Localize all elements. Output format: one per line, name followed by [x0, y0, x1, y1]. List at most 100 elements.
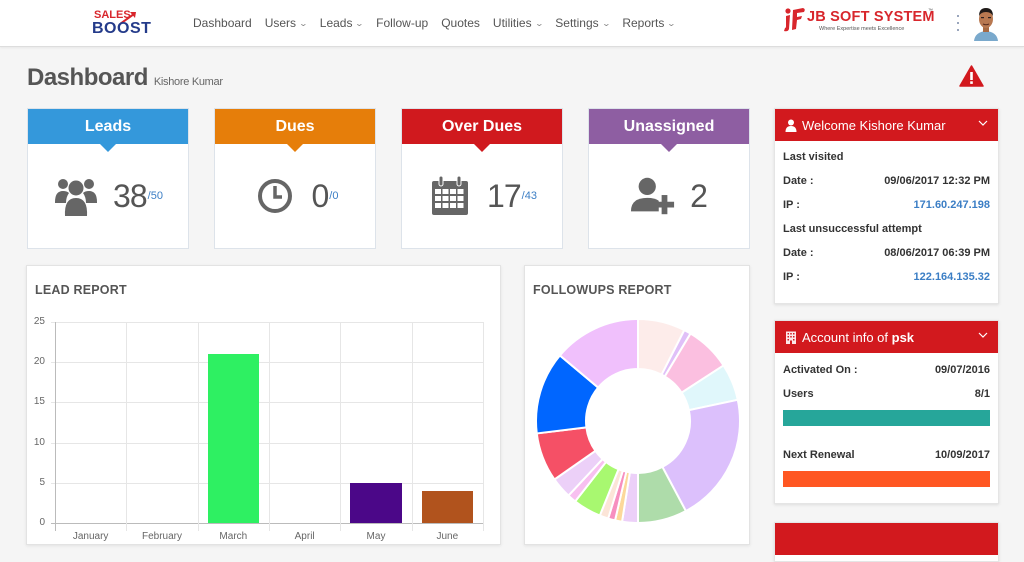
lead-report-bar-chart: 0 5 10 15 20 25 January February March April May Ju… — [27, 266, 502, 546]
x-axis-tick: January — [72, 531, 109, 542]
chevron-down-icon: ⌄ — [601, 18, 611, 28]
last-visited-date-label: Date : — [783, 175, 814, 187]
stat-card-over-dues[interactable]: Over Dues 17/43 — [401, 108, 563, 249]
logo-text-top: SALES — [94, 9, 131, 21]
stat-card-header: Dues — [215, 109, 375, 152]
welcome-panel: Welcome Kishore Kumar Last visited Date … — [774, 108, 999, 304]
logo-arrow-icon — [120, 12, 136, 25]
page-title: Dashboard Kishore Kumar — [27, 64, 223, 92]
y-axis-tick: 15 — [33, 396, 45, 408]
unsuccessful-date: 08/06/2017 06:39 PM — [884, 247, 990, 259]
stat-total: /0 — [329, 190, 339, 202]
stat-card-dues[interactable]: Dues 0/0 — [214, 108, 376, 249]
followups-report-title: FOLLOWUPS REPORT — [533, 283, 672, 297]
brand-tagline: Where Expertise meets Excellence — [819, 26, 905, 32]
gridline — [51, 322, 483, 323]
donut-slice[interactable] — [558, 317, 639, 389]
account-panel-title: Account info of — [802, 329, 892, 345]
next-renewal-label: Next Renewal — [783, 449, 855, 461]
page-subtitle: Kishore Kumar — [153, 76, 223, 88]
user-avatar[interactable] — [972, 5, 1000, 41]
nav-item-users[interactable]: Users ⌄ — [265, 16, 309, 30]
gridline — [269, 322, 270, 531]
gridline — [411, 322, 413, 531]
stat-value: 0 — [311, 177, 330, 214]
stat-total: /50 — [147, 190, 163, 202]
chevron-down-icon: ⌄ — [298, 18, 309, 28]
stat-card-unassigned[interactable]: Unassigned 2 — [588, 108, 750, 249]
stat-card-header: Over Dues — [402, 109, 562, 152]
y-axis-tick: 0 — [39, 517, 45, 528]
y-axis-tick: 10 — [33, 436, 45, 448]
jb-soft-system-logo: JB SOFT SYSTEM ™ Where Expertise meets E… — [783, 7, 934, 37]
gridline — [55, 322, 56, 531]
building-icon — [786, 331, 796, 344]
user-add-icon — [630, 175, 676, 217]
x-axis-tick: March — [219, 531, 248, 542]
y-axis-tick: 25 — [33, 316, 45, 327]
nav-item-label: Reports — [622, 16, 665, 30]
last-visited-date: 09/06/2017 12:32 PM — [884, 175, 990, 187]
next-renewal-value: 10/09/2017 — [934, 449, 990, 461]
salesboost-logo[interactable]: SALES BOOST — [92, 9, 154, 39]
stat-card-title: Dues — [275, 117, 315, 135]
nav-item-label: Quotes — [441, 16, 480, 30]
unsuccessful-date-label: Date : — [783, 247, 814, 259]
unsuccessful-attempt-label: Last unsuccessful attempt — [783, 223, 922, 235]
bar-may[interactable] — [350, 482, 402, 523]
users-group-icon — [53, 175, 99, 217]
gridline — [197, 322, 199, 531]
last-visited-ip[interactable]: 171.60.247.198 — [913, 199, 990, 211]
account-name: psk — [891, 329, 915, 345]
nav-item-dashboard[interactable]: Dashboard — [193, 16, 252, 30]
gridline — [51, 362, 483, 364]
unsuccessful-ip-label: IP : — [783, 271, 800, 283]
warning-triangle-icon[interactable] — [959, 65, 984, 87]
chevron-down-icon[interactable] — [978, 330, 988, 340]
stat-value: 2 — [690, 177, 708, 214]
logo-text-bottom: BOOST — [92, 20, 152, 37]
account-info-panel: Account info of psk Activated On : 09/07/… — [774, 320, 999, 504]
chevron-down-icon[interactable] — [978, 118, 988, 128]
followups-report-panel: FOLLOWUPS REPORT — [524, 265, 750, 545]
activated-on-label: Activated On : — [783, 364, 858, 376]
stat-value: 38 — [113, 177, 148, 214]
y-axis-tick: 5 — [39, 476, 45, 488]
third-panel-header[interactable] — [775, 523, 998, 555]
last-visited-label: Last visited — [783, 151, 844, 163]
nav-item-settings[interactable]: Settings ⌄ — [555, 16, 611, 30]
bar-june[interactable] — [421, 490, 473, 523]
x-axis-tick: June — [436, 531, 459, 542]
stat-card-leads[interactable]: Leads 38/50 — [27, 108, 189, 249]
stat-card-title: Leads — [84, 117, 132, 135]
stat-card-body: 2 — [589, 144, 749, 248]
bar-march[interactable] — [207, 354, 259, 523]
nav-item-reports[interactable]: Reports ⌄ — [622, 16, 676, 30]
nav-item-quotes[interactable]: Quotes — [441, 16, 480, 30]
more-menu-icon[interactable] — [955, 15, 961, 31]
nav-item-follow-up[interactable]: Follow-up — [376, 16, 428, 30]
x-axis-tick: May — [366, 531, 386, 542]
gridline — [51, 442, 483, 444]
nav-item-utilities[interactable]: Utilities ⌄ — [492, 16, 544, 30]
chevron-down-icon: ⌄ — [534, 18, 544, 28]
nav-item-label: Utilities — [492, 16, 532, 30]
unsuccessful-ip[interactable]: 122.164.135.32 — [913, 271, 990, 283]
nav-item-label: Follow-up — [376, 16, 429, 30]
gridline — [51, 523, 483, 524]
main-nav: Dashboard Users ⌄ Leads ⌄ Follow-up Quotes Util… — [193, 0, 688, 46]
nav-item-label: Leads — [319, 16, 353, 30]
page-heading: Dashboard — [27, 64, 148, 91]
welcome-panel-header[interactable]: Welcome Kishore Kumar — [775, 109, 998, 141]
stat-value: 17 — [487, 177, 522, 214]
stat-card-body: 0/0 — [215, 144, 375, 248]
gridline — [126, 322, 128, 531]
followups-donut-chart — [535, 317, 741, 525]
nav-item-leads[interactable]: Leads ⌄ — [319, 16, 365, 30]
account-panel-header[interactable]: Account info of psk — [775, 321, 998, 353]
users-progress-bar — [783, 410, 990, 426]
users-value: 8/1 — [974, 388, 990, 400]
stat-card-title: Unassigned — [623, 117, 715, 135]
third-side-panel — [774, 522, 999, 562]
gridline — [51, 482, 483, 484]
